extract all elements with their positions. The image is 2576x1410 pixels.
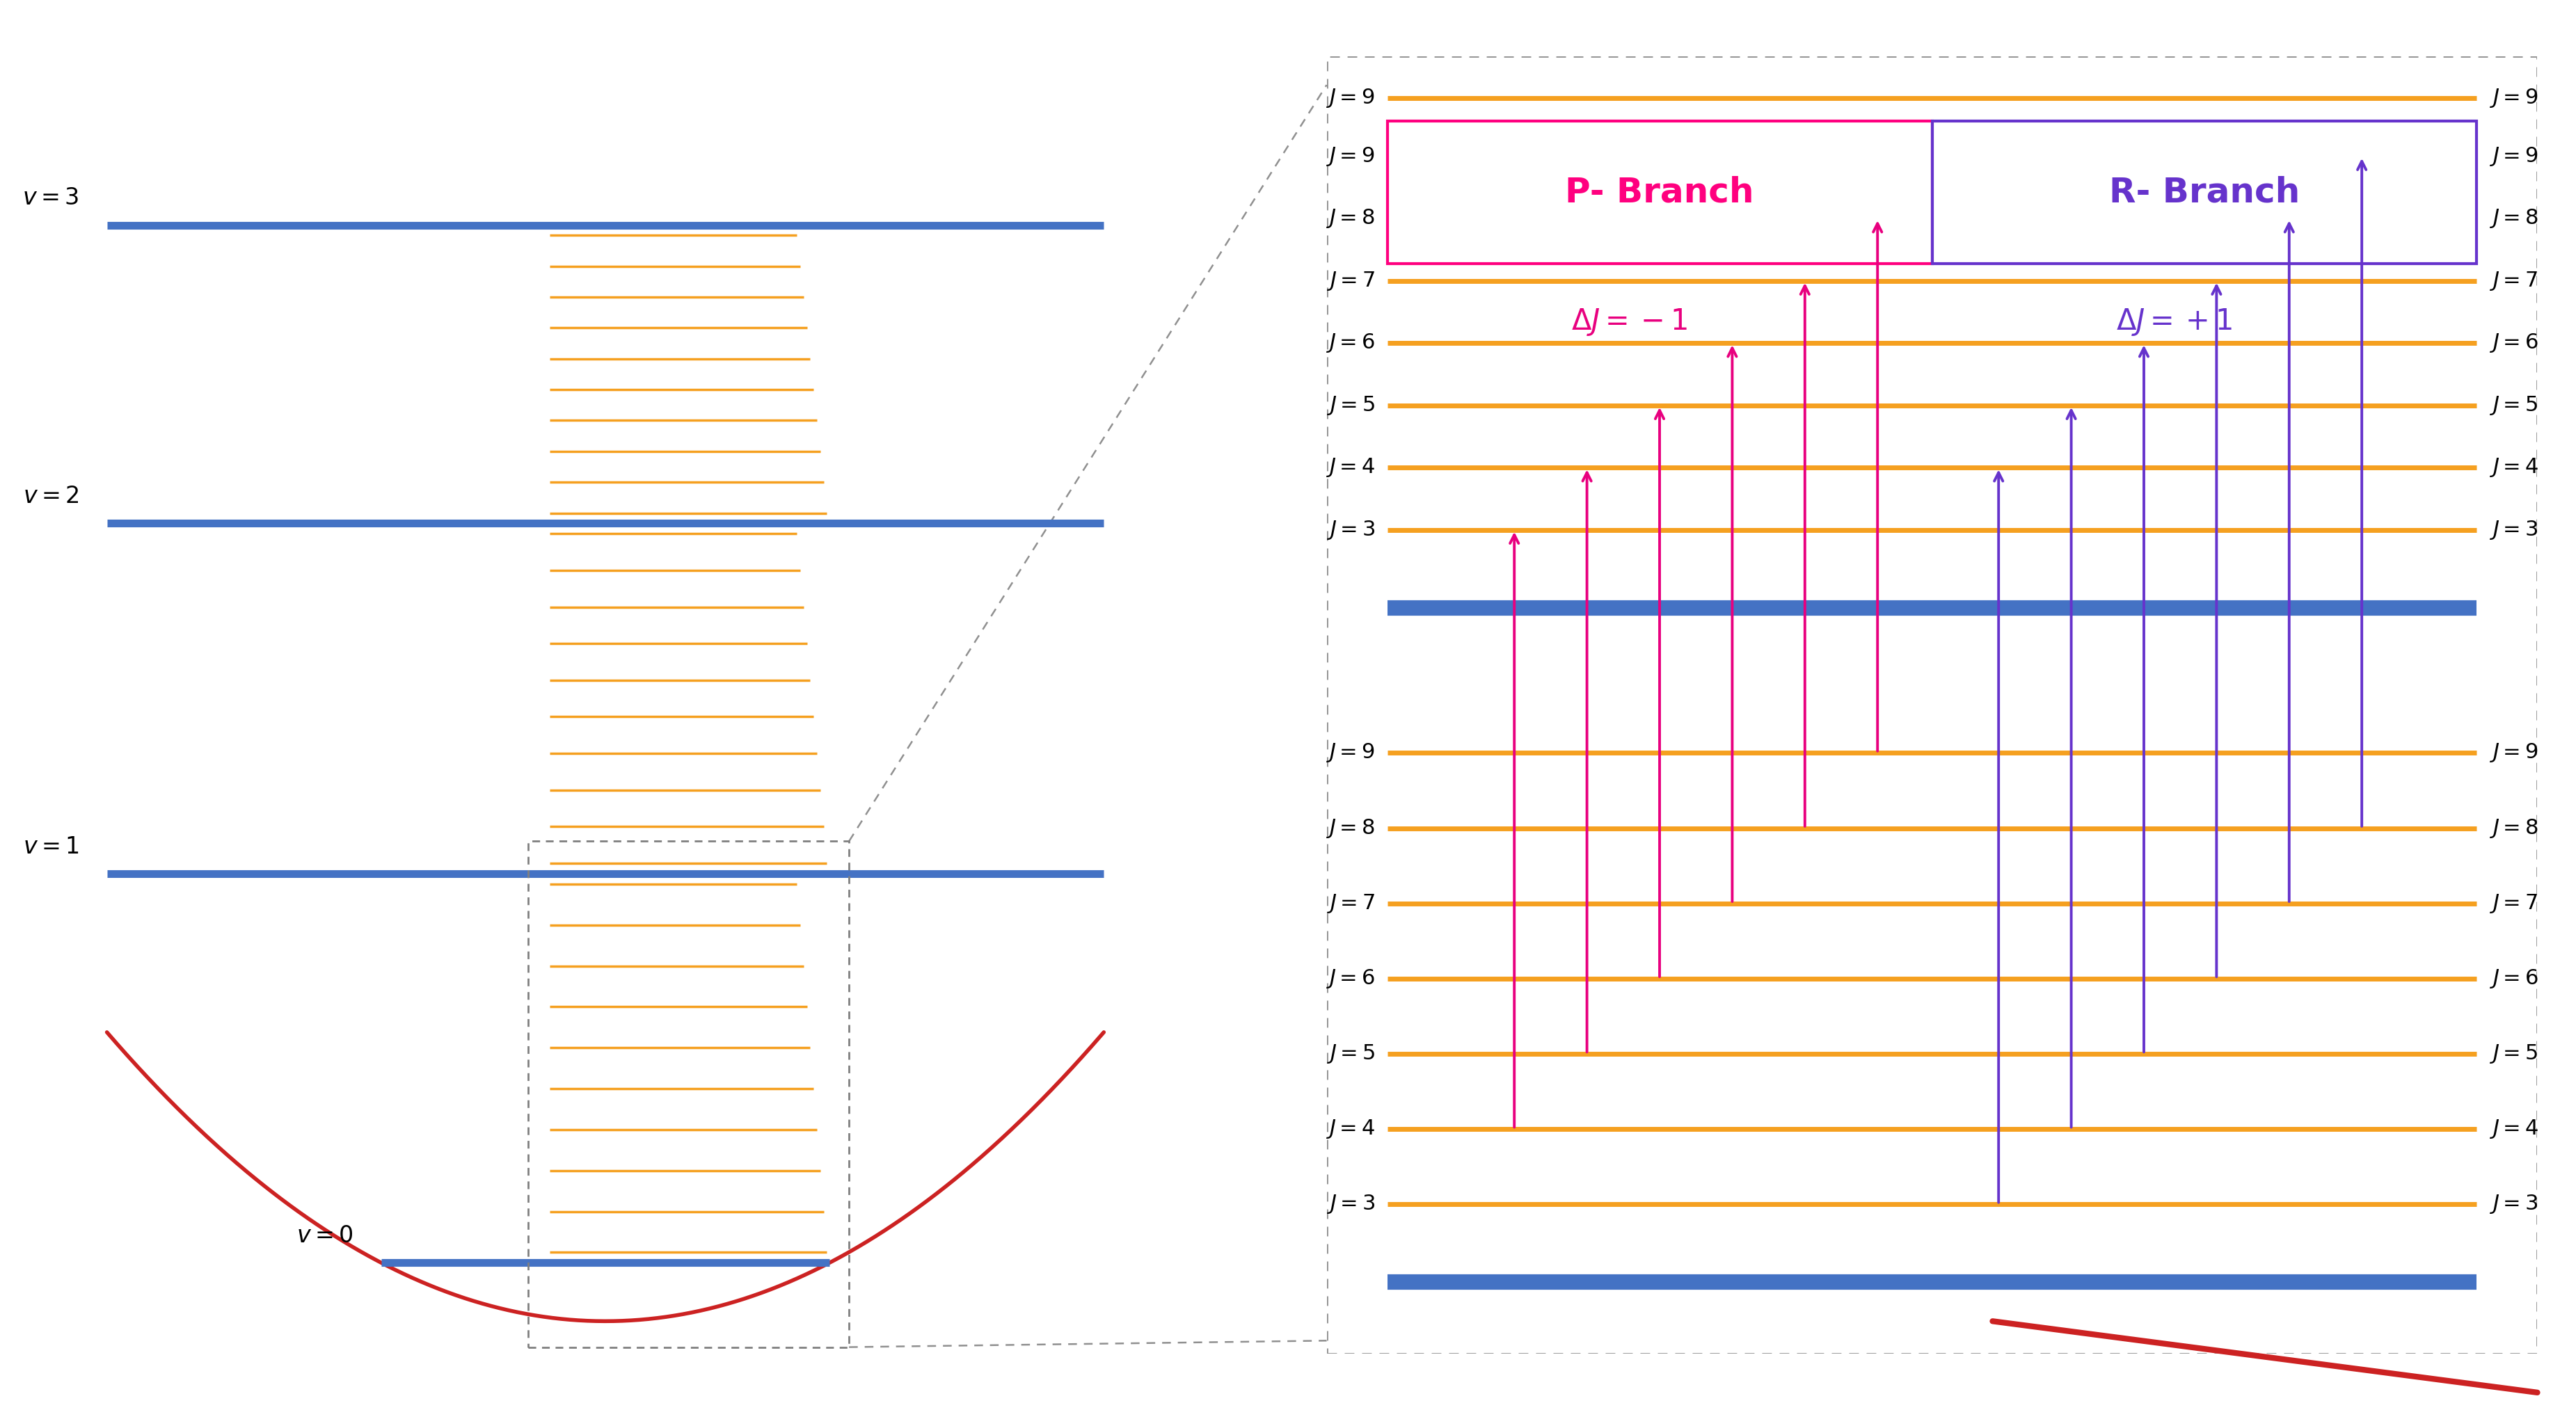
Text: $J = 6$: $J = 6$ bbox=[1327, 967, 1376, 990]
Text: $J = 4$: $J = 4$ bbox=[2488, 1118, 2537, 1141]
Bar bbox=[528, 842, 850, 1347]
Text: $J = 9$: $J = 9$ bbox=[1327, 742, 1376, 764]
Bar bbox=[1386, 121, 1932, 264]
Text: $J = 7$: $J = 7$ bbox=[2488, 893, 2537, 915]
Text: $J = 3$: $J = 3$ bbox=[1327, 519, 1376, 541]
Text: $J = 9$: $J = 9$ bbox=[1327, 87, 1376, 109]
Text: $v = 2$: $v = 2$ bbox=[23, 485, 80, 508]
Text: $v = 1$: $v = 1$ bbox=[23, 835, 80, 859]
Text: $J = 6$: $J = 6$ bbox=[1327, 331, 1376, 354]
Text: $v = 0$: $v = 0$ bbox=[296, 1224, 353, 1248]
Text: $J = 8$: $J = 8$ bbox=[1327, 207, 1376, 230]
Text: $J = 3$: $J = 3$ bbox=[2488, 519, 2537, 541]
Text: $J = 5$: $J = 5$ bbox=[1327, 1043, 1376, 1065]
Text: $\Delta J = -1$: $\Delta J = -1$ bbox=[1571, 307, 1687, 337]
Text: $J = 9$: $J = 9$ bbox=[1327, 145, 1376, 168]
Text: $J = 7$: $J = 7$ bbox=[2488, 269, 2537, 292]
Text: $J = 4$: $J = 4$ bbox=[1327, 1118, 1376, 1141]
Text: $J = 8$: $J = 8$ bbox=[1327, 818, 1376, 839]
Text: $J = 9$: $J = 9$ bbox=[2488, 87, 2537, 109]
Text: R- Branch: R- Branch bbox=[2110, 176, 2300, 209]
Text: P- Branch: P- Branch bbox=[1566, 176, 1754, 209]
Text: $J = 3$: $J = 3$ bbox=[1327, 1193, 1376, 1215]
Text: $J = 7$: $J = 7$ bbox=[1327, 269, 1376, 292]
Text: $J = 7$: $J = 7$ bbox=[1327, 893, 1376, 915]
Text: $J = 5$: $J = 5$ bbox=[2488, 1043, 2537, 1065]
Text: $J = 6$: $J = 6$ bbox=[2488, 967, 2537, 990]
Text: $J = 4$: $J = 4$ bbox=[1327, 457, 1376, 479]
Text: $J = 6$: $J = 6$ bbox=[2488, 331, 2537, 354]
Text: $J = 9$: $J = 9$ bbox=[2488, 145, 2537, 168]
Text: $J = 4$: $J = 4$ bbox=[2488, 457, 2537, 479]
Text: $\Delta J = +1$: $\Delta J = +1$ bbox=[2115, 307, 2233, 337]
Text: $v =3$: $v =3$ bbox=[23, 186, 80, 210]
Text: $J = 8$: $J = 8$ bbox=[2488, 207, 2537, 230]
Text: $J = 3$: $J = 3$ bbox=[2488, 1193, 2537, 1215]
Text: $J = 5$: $J = 5$ bbox=[1327, 395, 1376, 416]
Text: $J = 5$: $J = 5$ bbox=[2488, 395, 2537, 416]
Bar bbox=[1932, 121, 2478, 264]
Text: $J = 8$: $J = 8$ bbox=[2488, 818, 2537, 839]
Text: $J = 9$: $J = 9$ bbox=[2488, 742, 2537, 764]
